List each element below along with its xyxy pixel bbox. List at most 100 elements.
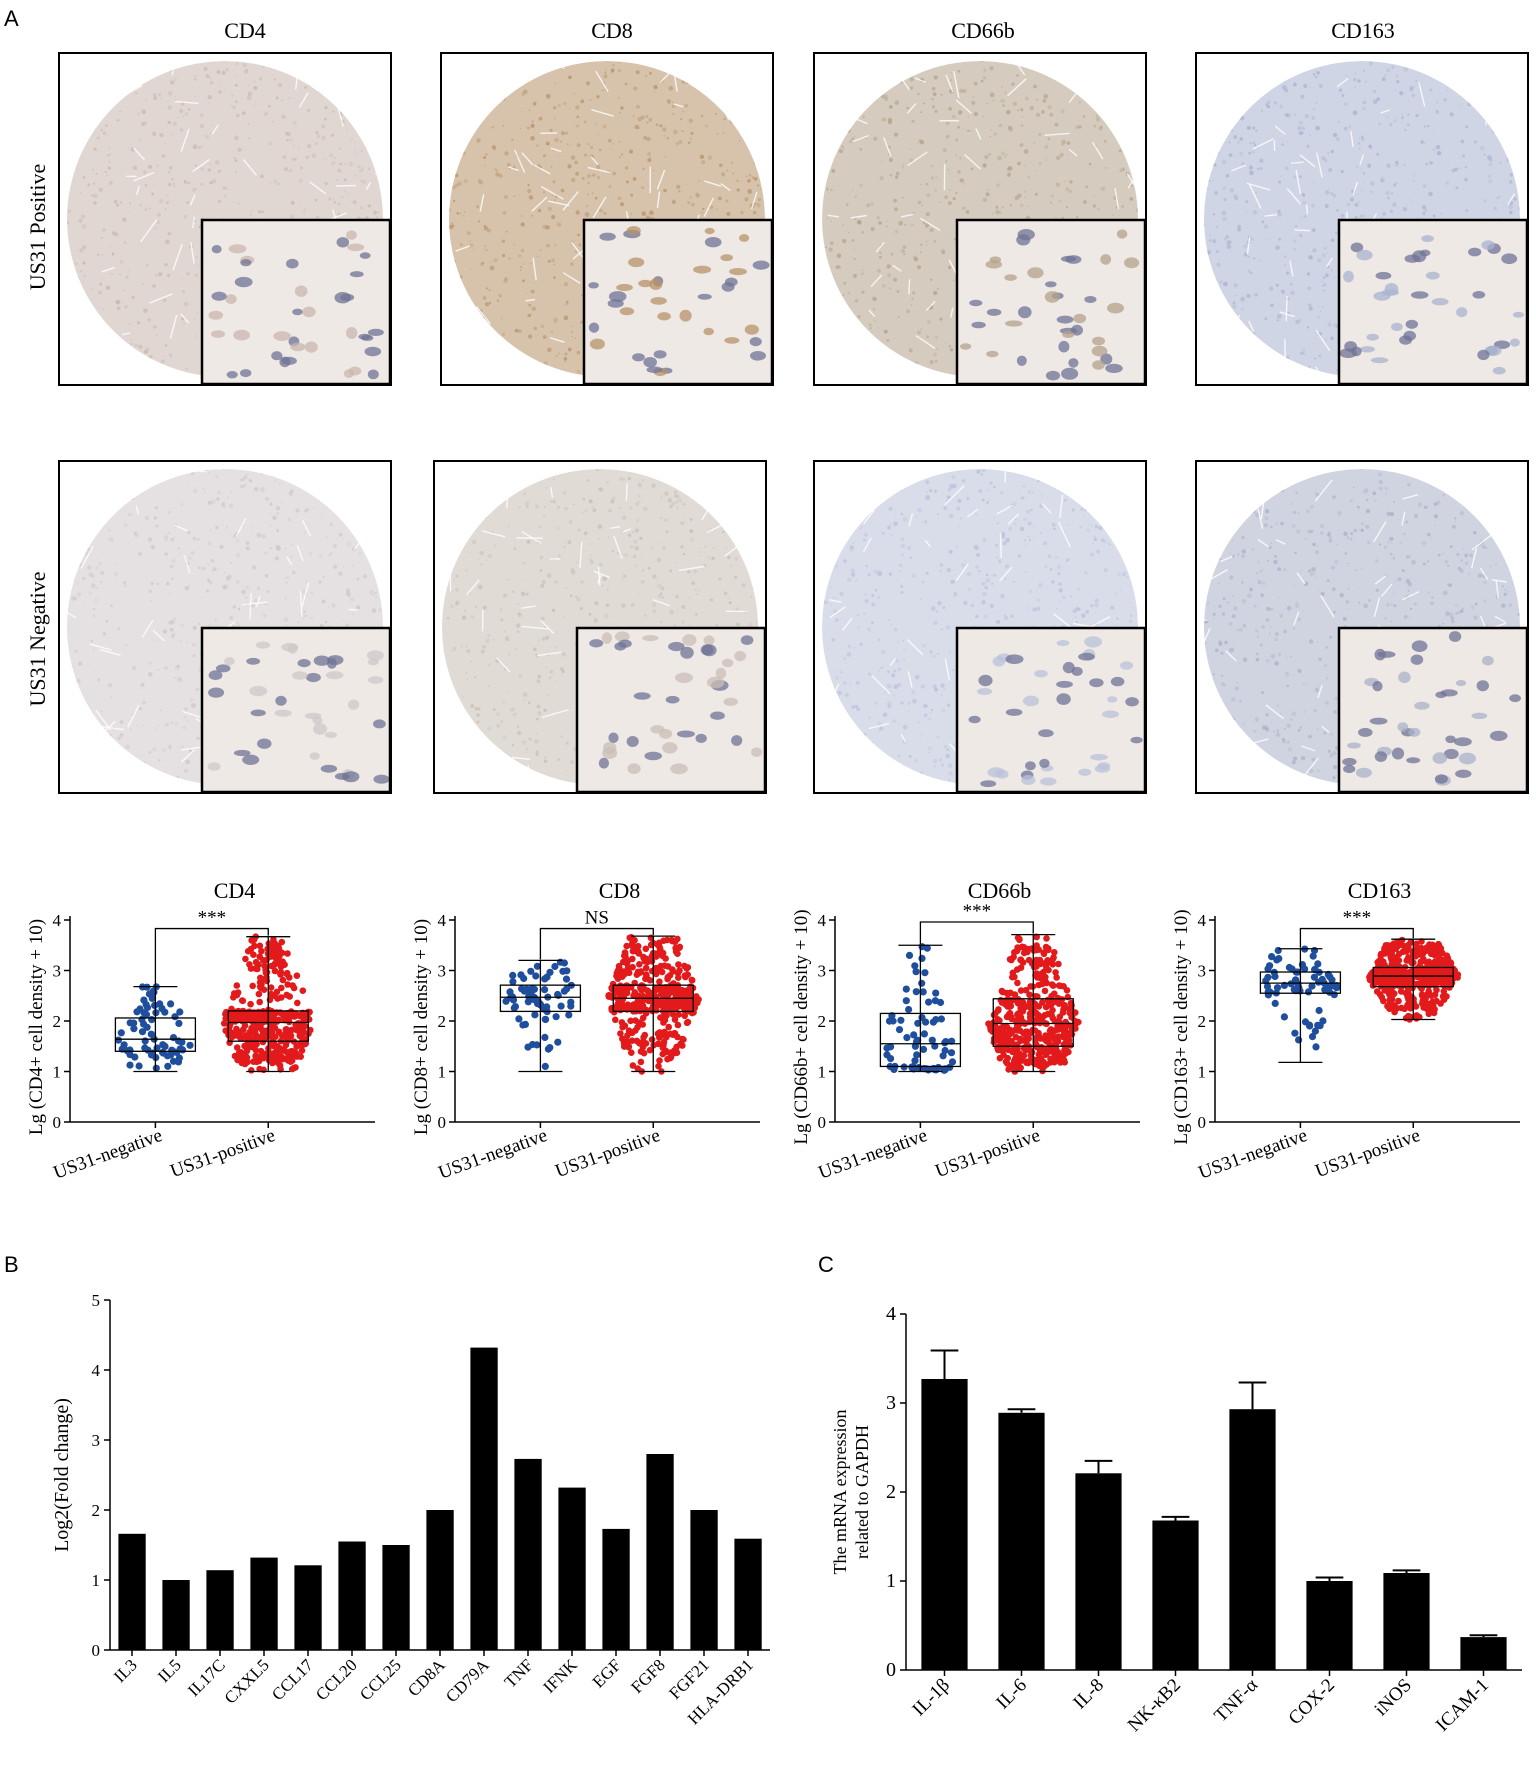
data-point [1035, 981, 1042, 989]
data-point [903, 1034, 911, 1042]
data-point [1275, 955, 1283, 963]
series-US31-negative [499, 958, 582, 1073]
x-tick-label: FGF8 [627, 1655, 668, 1696]
box [992, 998, 1074, 1047]
y-tick-label: 4 [886, 1303, 896, 1325]
data-point [679, 995, 687, 1003]
data-point [629, 955, 636, 963]
bar-ICAM-1 [1460, 1637, 1507, 1670]
y-tick-label: 4 [1198, 911, 1207, 930]
data-point [690, 1005, 698, 1012]
data-point [1402, 989, 1410, 997]
data-point [1308, 1033, 1317, 1041]
data-point [1048, 992, 1055, 1000]
ihc-image-cd163-negative [1195, 460, 1529, 794]
data-point [268, 1016, 276, 1023]
data-point [1436, 960, 1443, 968]
data-point [642, 964, 650, 972]
x-tick-label: CCL17 [268, 1655, 317, 1704]
data-point [947, 1049, 956, 1057]
data-point [914, 1036, 922, 1044]
chart-mrna-expression: 0 1 2 3 4 The mRNA expression related to GAPDH… [830, 1303, 1522, 1736]
data-point [148, 1016, 156, 1024]
data-point [1046, 1027, 1054, 1035]
y-tick-label: 0 [818, 1113, 827, 1132]
y-tick-label: 3 [818, 962, 827, 981]
x-tick-label: NK-κB2 [1124, 1675, 1185, 1736]
data-point [1032, 993, 1039, 1000]
y-tick-label: 1 [1198, 1063, 1207, 1082]
data-point [919, 1045, 928, 1053]
data-point [1042, 1003, 1050, 1011]
data-point [928, 1036, 936, 1044]
data-point [1314, 1021, 1322, 1029]
data-point [260, 986, 268, 993]
y-tick-label: 1 [53, 1063, 62, 1082]
data-point [557, 1002, 565, 1010]
data-point [1014, 946, 1021, 953]
bar-NK-κB2 [1152, 1520, 1199, 1670]
x-tick-label: CCL20 [312, 1655, 361, 1704]
bar-IL17C [206, 1570, 234, 1650]
data-point [1308, 982, 1316, 990]
data-point [130, 1025, 138, 1033]
data-point [532, 972, 540, 980]
data-point [542, 1015, 550, 1024]
data-point [656, 986, 663, 993]
chart-title: CD163 [1348, 878, 1412, 903]
x-tick-label: EGF [589, 1655, 625, 1691]
chart-title: CD66b [968, 878, 1032, 903]
data-point [1425, 1010, 1433, 1018]
data-point [284, 1056, 292, 1064]
data-point [279, 958, 287, 965]
x-tick-label: US31-negative [51, 1125, 165, 1184]
data-point [1047, 1055, 1054, 1063]
data-point [1009, 1061, 1016, 1069]
data-point [1288, 965, 1296, 973]
data-point [948, 1037, 956, 1045]
data-point [617, 1030, 624, 1037]
y-tick-label: 1 [438, 1063, 447, 1082]
data-point [624, 1001, 631, 1008]
ihc-col-title-cd66b: CD66b [951, 18, 1015, 43]
data-point [294, 999, 301, 1007]
data-point [1290, 986, 1298, 994]
data-point [256, 1065, 263, 1073]
significance-label: NS [585, 908, 609, 929]
zoom-inset [582, 218, 772, 384]
data-point [1006, 956, 1014, 963]
data-point [546, 1044, 554, 1052]
data-point [509, 971, 517, 979]
data-point [689, 996, 696, 1004]
data-point [1420, 955, 1427, 963]
data-point [560, 959, 568, 967]
data-point [286, 993, 294, 1000]
data-point [1388, 996, 1396, 1003]
data-point [234, 989, 242, 996]
data-point [997, 1045, 1004, 1053]
data-point [941, 1039, 949, 1047]
data-point [1366, 976, 1374, 984]
ihc-image-cd4-positive [58, 52, 392, 386]
data-point [284, 1009, 291, 1017]
data-point [250, 1020, 257, 1027]
data-point [1315, 1006, 1323, 1015]
bar-FGF8 [646, 1454, 674, 1650]
ihc-image-cd163-positive [1195, 52, 1529, 386]
data-point [1033, 970, 1040, 977]
data-point [905, 1005, 913, 1014]
bar-IL5 [162, 1580, 190, 1650]
error-bar [1161, 1515, 1190, 1521]
data-point [1005, 1066, 1012, 1073]
data-point [897, 1016, 905, 1024]
data-point [1044, 1046, 1052, 1053]
y-tick-label: 2 [886, 1481, 896, 1503]
data-point [262, 1016, 269, 1023]
data-point [639, 1038, 647, 1045]
x-tick-label: CD79A [442, 1655, 493, 1706]
data-point [1391, 1008, 1398, 1016]
data-point [624, 964, 632, 972]
ihc-row-label-positive: US31 Positive [25, 163, 50, 291]
data-point [277, 963, 285, 971]
